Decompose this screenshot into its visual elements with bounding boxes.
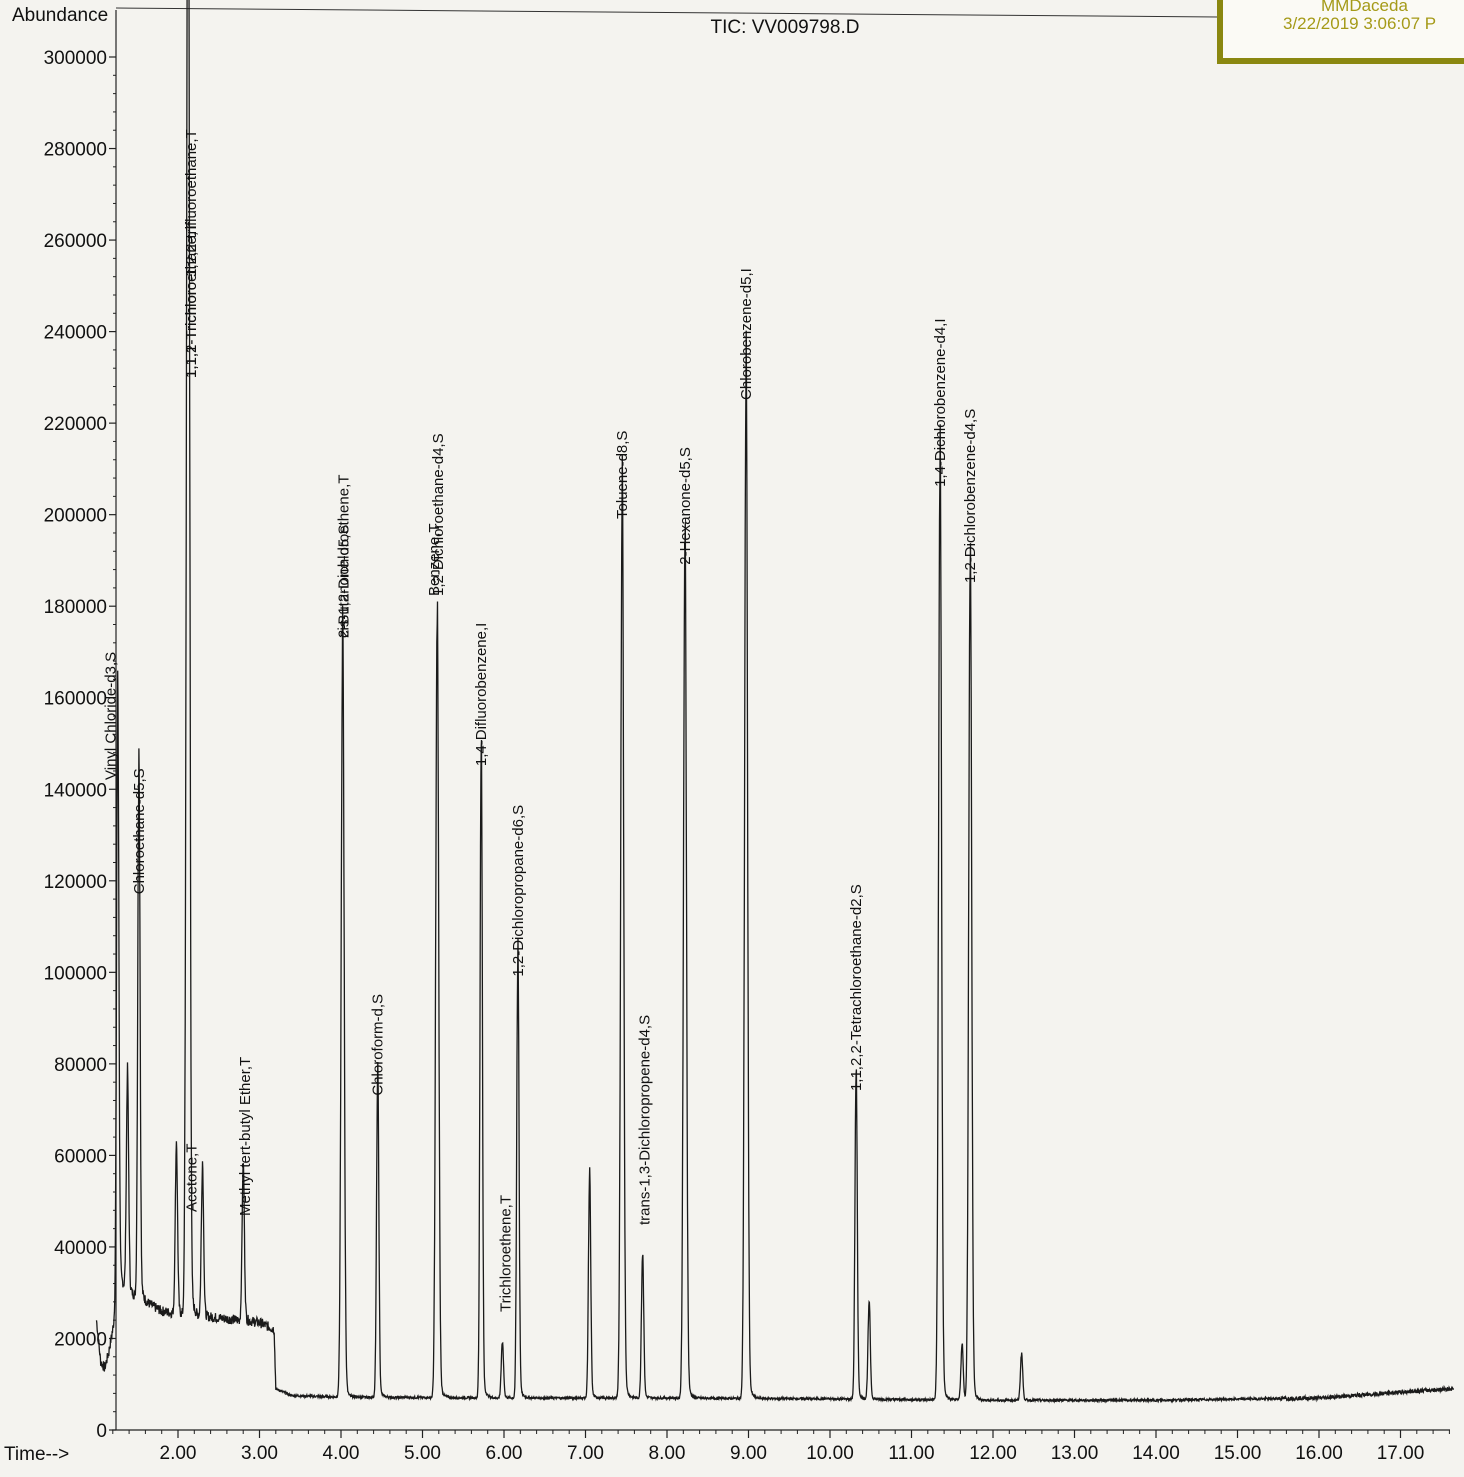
- y-tick-label: 220000: [44, 414, 107, 435]
- peak-label: 1,1,2,2-Tetrachloroethane-d2,S: [848, 884, 865, 1091]
- peak-label: 2-Butanone-d5,S: [336, 525, 353, 638]
- peak-label: Acetone,T: [183, 1144, 200, 1212]
- peak-label: Vinyl Chloride-d3,S: [103, 652, 120, 780]
- x-tick-label: 5.00: [404, 1443, 441, 1464]
- y-axis-label: Abundance: [12, 5, 108, 26]
- x-axis: 2.00 3.00 4.00 5.00 6.00 7.00 8.00 9.00 10.00 11.…: [112, 1430, 1450, 1464]
- y-tick-label: 20000: [54, 1329, 107, 1350]
- peak-label: Toluene-d8,S: [614, 431, 631, 519]
- peak-label: 2-Hexanone-d5,S: [677, 447, 694, 565]
- y-tick-label: 0: [96, 1421, 107, 1442]
- x-tick-label: 12.00: [969, 1443, 1017, 1464]
- y-tick-label: 280000: [44, 140, 107, 161]
- x-tick-label: 7.00: [567, 1443, 604, 1464]
- x-tick-label: 15.00: [1214, 1443, 1262, 1464]
- peak-label: trans-1,3-Dichloropropene-d4,S: [637, 1015, 654, 1225]
- peak-label-overlap: Benzene,T: [426, 523, 443, 596]
- y-tick-label: 120000: [44, 872, 107, 893]
- y-tick-label: 140000: [44, 780, 107, 801]
- y-tick-label: 100000: [44, 963, 107, 984]
- y-tick-label: 180000: [44, 597, 107, 618]
- y-tick-label: 60000: [54, 1146, 107, 1167]
- x-tick-label: 10.00: [806, 1443, 854, 1464]
- peak-label: Methyl tert-butyl Ether,T: [237, 1057, 254, 1216]
- stamp-date: 3/22/2019 3:06:07 P: [1283, 14, 1437, 33]
- x-tick-label: 14.00: [1132, 1443, 1180, 1464]
- y-tick-label: 200000: [44, 506, 107, 527]
- y-tick-label: 80000: [54, 1055, 107, 1076]
- peak-label: 1,2-Dichlorobenzene-d4,S: [962, 409, 979, 583]
- peak-label-overlap: 1,1,1-Trichloroethane,T: [183, 223, 200, 378]
- y-tick-label: 160000: [44, 689, 107, 710]
- x-tick-label: 4.00: [323, 1443, 360, 1464]
- trace-layer: [95, 0, 1454, 1404]
- top-border: [115, 7, 1219, 18]
- peak-label: 1,4-Difluorobenzene,I: [473, 623, 490, 766]
- peak-label-overlap: cis-1,2-Dichloroethene,T: [336, 475, 353, 638]
- x-tick-label: 16.00: [1295, 1443, 1343, 1464]
- y-tick-label: 300000: [44, 48, 107, 69]
- peak-label: Chloroethane-d5,S: [131, 768, 148, 894]
- tic-trace: [95, 0, 1454, 1404]
- x-tick-label: 2.00: [160, 1443, 197, 1464]
- x-tick-label: 11.00: [888, 1443, 934, 1464]
- peak-label: Chloroform-d,S: [370, 994, 387, 1096]
- y-tick-label: 260000: [44, 231, 107, 252]
- peak-label: 1,4-Dichlorobenzene-d4,I: [932, 318, 949, 486]
- peak-label: 1,2-Dichloropropane-d6,S: [510, 805, 527, 977]
- peak-label: Trichloroethene,T: [497, 1195, 514, 1312]
- chart-title: TIC: VV009798.D: [711, 17, 860, 38]
- x-tick-label: 6.00: [486, 1443, 523, 1464]
- peak-label: Chlorobenzene-d5,I: [738, 268, 755, 400]
- x-tick-label: 17.00: [1377, 1443, 1425, 1464]
- stamp-name: MMDaceda: [1321, 0, 1408, 15]
- plot-frame: [112, 7, 1450, 1431]
- x-tick-label: 3.00: [241, 1443, 278, 1464]
- review-stamp: MMDaceda 3/22/2019 3:06:07 P: [1217, 0, 1464, 64]
- x-tick-label: 8.00: [649, 1443, 686, 1464]
- y-tick-label: 40000: [54, 1238, 107, 1259]
- y-tick-label: 240000: [44, 323, 107, 344]
- y-axis: 0 20000 40000 60000 80000 100000 120000 140000 1…: [44, 48, 116, 1442]
- peak-label: 1,2-Dichloroethane-d4,S: [430, 433, 447, 596]
- x-tick-label: 9.00: [730, 1443, 767, 1464]
- peak-labels: Vinyl Chloride-d3,S Chloroethane-d5,S 1,1,…: [103, 129, 979, 1312]
- peak-label: 1,1,2-Trichloro-1,2,2-trifluoroethane,T: [183, 129, 200, 378]
- x-tick-label: 13.00: [1051, 1443, 1099, 1464]
- x-axis-label: Time-->: [4, 1444, 69, 1465]
